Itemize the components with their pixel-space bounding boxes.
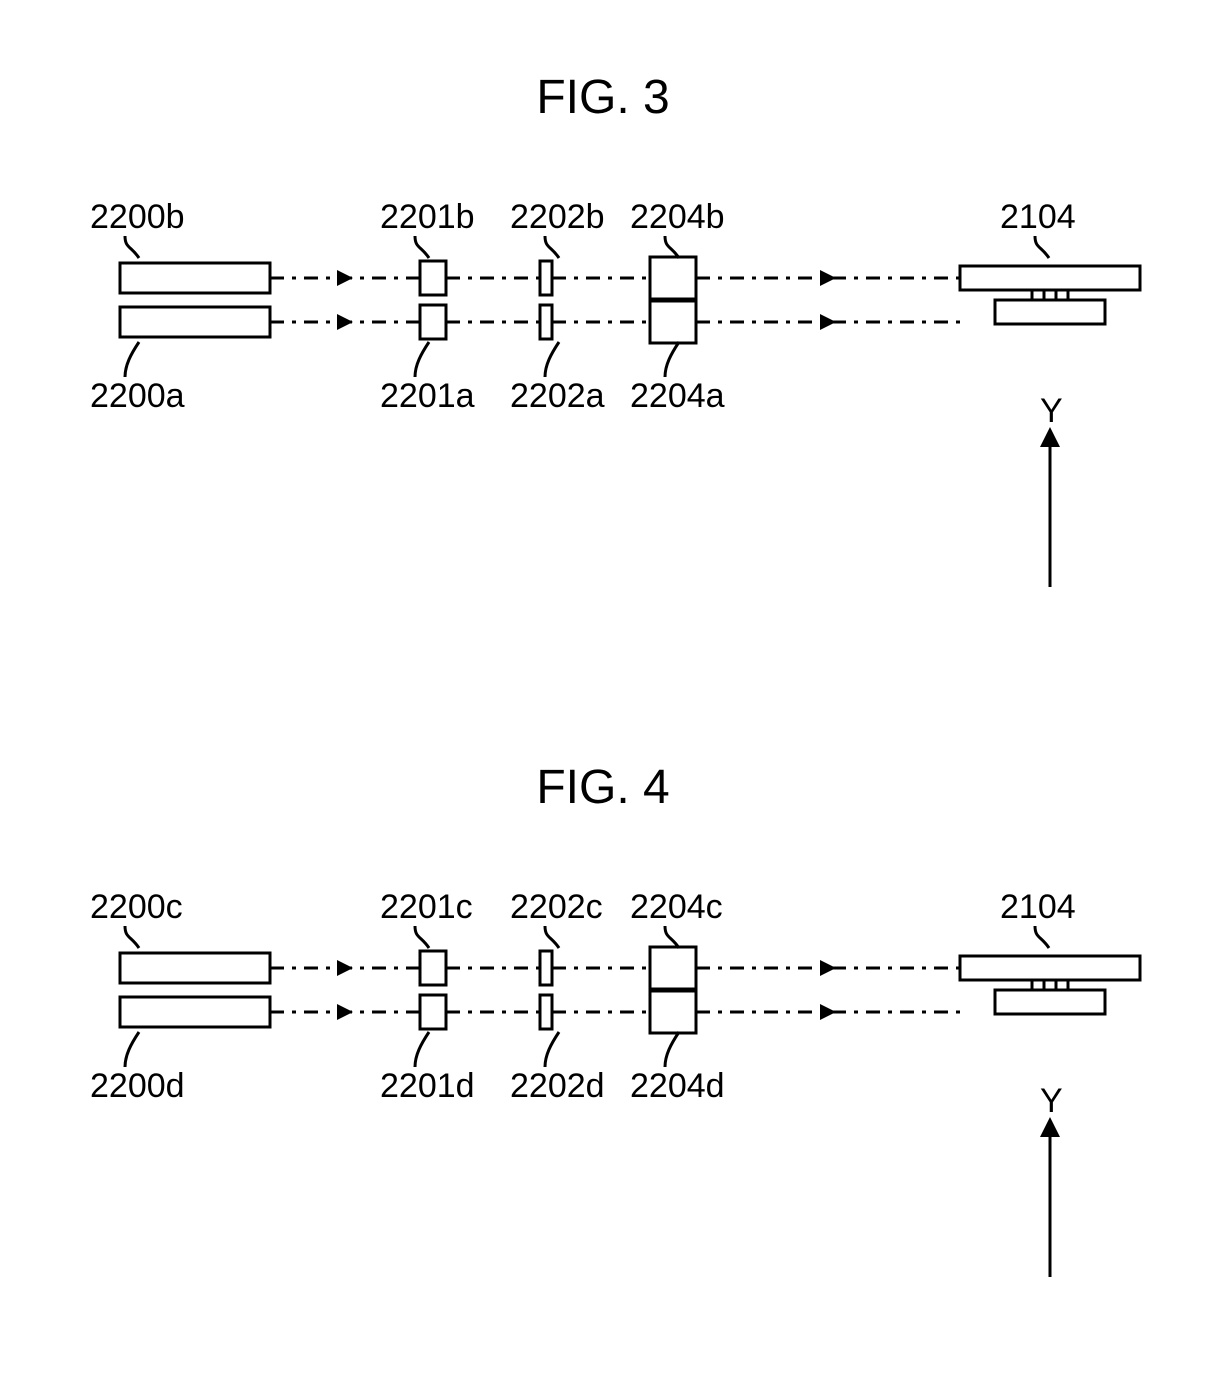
label-1-top-4: 2104 <box>1000 888 1076 927</box>
label-0-bot-2: 2202a <box>510 377 605 416</box>
y-label-0: Y <box>1040 392 1063 431</box>
label-0-top-1: 2201b <box>380 198 475 237</box>
label-0-top-3: 2204b <box>630 198 725 237</box>
fig-title-1: FIG. 4 <box>536 760 669 815</box>
label-0-bot-1: 2201a <box>380 377 475 416</box>
label-0-bot-3: 2204a <box>630 377 725 416</box>
label-0-top-0: 2200b <box>90 198 185 237</box>
label-1-top-2: 2202c <box>510 888 603 927</box>
label-1-top-0: 2200c <box>90 888 183 927</box>
label-0-top-2: 2202b <box>510 198 605 237</box>
label-0-top-4: 2104 <box>1000 198 1076 237</box>
label-1-bot-0: 2200d <box>90 1067 185 1106</box>
y-label-1: Y <box>1040 1082 1063 1121</box>
label-1-top-1: 2201c <box>380 888 473 927</box>
fig-title-0: FIG. 3 <box>536 70 669 125</box>
label-0-bot-0: 2200a <box>90 377 185 416</box>
label-1-bot-2: 2202d <box>510 1067 605 1106</box>
label-1-top-3: 2204c <box>630 888 723 927</box>
label-1-bot-3: 2204d <box>630 1067 725 1106</box>
label-1-bot-1: 2201d <box>380 1067 475 1106</box>
